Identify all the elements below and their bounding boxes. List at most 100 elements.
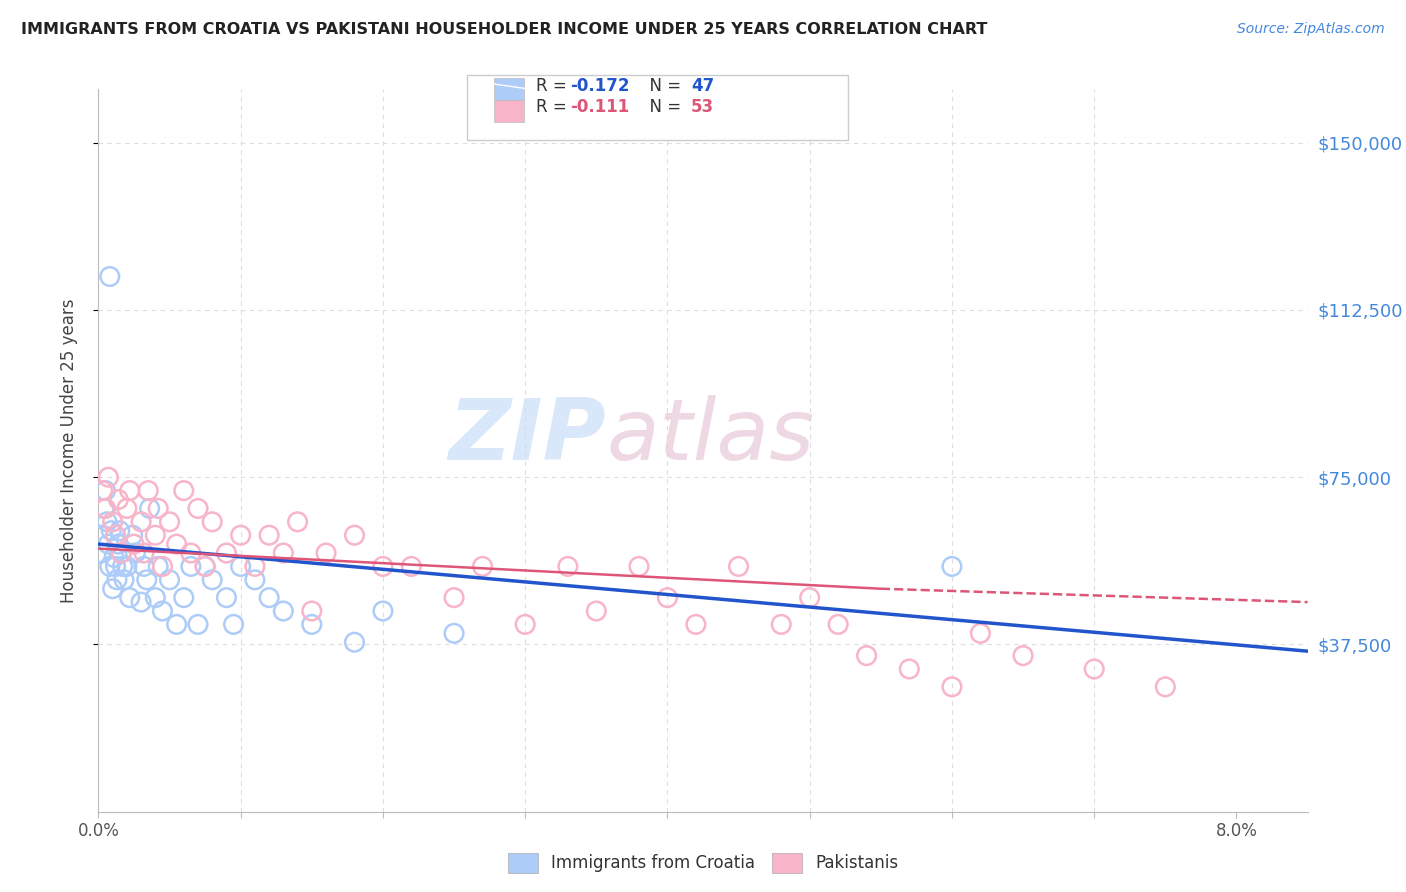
Point [118,483,141,498]
Point [301,604,323,618]
FancyBboxPatch shape [467,75,848,140]
Point [132,546,155,560]
Point [124,546,146,560]
Text: N =: N = [638,77,686,95]
Point [107,537,129,551]
Point [243,573,266,587]
Point [112,573,135,587]
Point [100,524,122,538]
Point [315,546,337,560]
Point [243,559,266,574]
Point [443,626,465,640]
Point [257,528,280,542]
Point [129,515,152,529]
Point [855,648,877,663]
Point [180,559,202,574]
Point [97,537,120,551]
Point [257,591,280,605]
FancyBboxPatch shape [494,100,524,121]
Point [201,515,224,529]
Point [91,528,114,542]
Text: R =: R = [536,77,572,95]
Point [194,559,217,574]
Point [107,492,129,507]
Y-axis label: Householder Income Under 25 years: Householder Income Under 25 years [59,298,77,603]
Legend: Immigrants from Croatia, Pakistanis: Immigrants from Croatia, Pakistanis [501,847,905,880]
Point [443,591,465,605]
Text: Source: ZipAtlas.com: Source: ZipAtlas.com [1237,22,1385,37]
Point [685,617,707,632]
Point [129,595,152,609]
Text: IMMIGRANTS FROM CROATIA VS PAKISTANI HOUSEHOLDER INCOME UNDER 25 YEARS CORRELATI: IMMIGRANTS FROM CROATIA VS PAKISTANI HOU… [21,22,987,37]
Point [94,501,117,516]
Point [146,501,169,516]
Point [143,591,166,605]
Point [143,528,166,542]
Point [627,559,650,574]
Point [1012,648,1035,663]
Point [118,591,141,605]
Text: -0.111: -0.111 [569,98,630,116]
Point [110,546,132,560]
Point [585,604,607,618]
Point [104,528,127,542]
Point [941,680,963,694]
Point [215,546,238,560]
Point [166,617,188,632]
Point [201,573,224,587]
Point [287,515,309,529]
Point [138,501,160,516]
Point [273,604,295,618]
Point [1083,662,1105,676]
Point [108,524,131,538]
Point [471,559,494,574]
Point [152,559,174,574]
Point [97,470,120,484]
Point [194,559,217,574]
Point [229,559,252,574]
Point [827,617,849,632]
Point [159,515,181,529]
Point [90,546,112,560]
Text: -0.172: -0.172 [569,77,630,95]
Point [121,528,143,542]
Point [136,483,159,498]
Point [770,617,793,632]
Text: 53: 53 [690,98,714,116]
Point [898,662,921,676]
Point [180,546,202,560]
Point [159,573,181,587]
Point [969,626,991,640]
Text: atlas: atlas [606,394,814,477]
Point [111,559,134,574]
Point [229,528,252,542]
Point [93,501,115,516]
Point [98,269,121,284]
Point [105,573,128,587]
Point [132,559,155,574]
Point [657,591,679,605]
Point [222,617,245,632]
Point [557,559,579,574]
Point [91,483,114,498]
Point [343,635,366,649]
Point [135,573,157,587]
Point [727,559,749,574]
Point [166,537,188,551]
Point [173,483,195,498]
Point [187,617,209,632]
Text: N =: N = [638,98,686,116]
Point [301,617,323,632]
Point [110,546,132,560]
Point [799,591,821,605]
Point [96,515,118,529]
Point [941,559,963,574]
Point [122,537,145,551]
Point [173,591,195,605]
Point [273,546,295,560]
Text: 47: 47 [690,77,714,95]
Point [1154,680,1177,694]
FancyBboxPatch shape [494,78,524,100]
Point [515,617,537,632]
Text: R =: R = [536,98,572,116]
